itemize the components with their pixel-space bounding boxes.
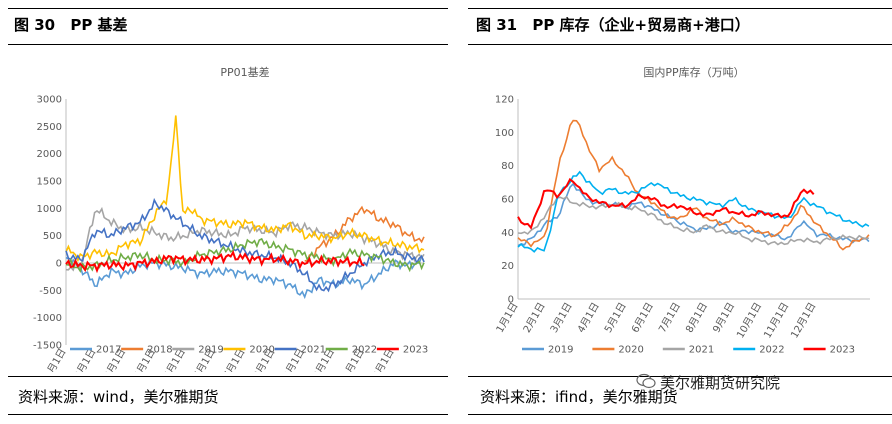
y-tick-label: -500: [39, 286, 62, 297]
legend-label: 2020: [618, 345, 643, 356]
y-tick-label: 500: [43, 231, 62, 242]
y-tick-label: -1500: [33, 341, 62, 352]
chart-title: 国内PP库存（万吨）: [643, 65, 744, 79]
footer-rule-top: [468, 376, 892, 377]
y-tick-label: 2500: [37, 122, 62, 133]
y-tick-label: 100: [495, 128, 514, 139]
y-tick-label: 80: [501, 161, 514, 172]
x-tick-label: 5月1日: [602, 301, 629, 335]
chart-title: PP01基差: [220, 65, 269, 79]
x-tick-label: 1月1日: [494, 301, 521, 335]
y-tick-label: 1000: [37, 204, 62, 215]
y-tick-label: 0: [56, 259, 62, 270]
legend-label: 2020: [249, 345, 274, 356]
y-tick-label: 0: [508, 295, 514, 306]
series-line-2022: [517, 170, 870, 253]
y-tick-label: 60: [501, 195, 514, 206]
series-line-2022: [65, 237, 425, 274]
x-tick-label: 2月1日: [521, 301, 548, 335]
header-rule: [8, 44, 448, 45]
legend-label: 2021: [301, 345, 326, 356]
figure-number: 图 31: [476, 16, 518, 34]
figure-30-panel: 图 30 PP 基差 PP01基差 3000 2500 2000 1500 1000 500…: [8, 8, 448, 415]
x-tick-label: 6月1日: [629, 301, 656, 335]
series-line-2020: [65, 115, 425, 263]
legend-label: 2019: [198, 345, 223, 356]
figure-title: PP 基差: [70, 16, 128, 34]
y-tick-label: 20: [501, 261, 514, 272]
figure-source: 资料来源：ifind，美尔雅期货: [480, 388, 678, 406]
y-tick-label: 40: [501, 228, 514, 239]
watermark-text: 美尔雅期货研究院: [660, 374, 781, 392]
legend-label: 2023: [403, 345, 428, 356]
legend-label: 2018: [147, 345, 172, 356]
x-tick-label: 7月1日: [656, 301, 683, 335]
x-tick-label: 10月1日: [734, 301, 764, 341]
legend-label: 2021: [689, 345, 714, 356]
figure-header: 图 30 PP 基差: [14, 14, 128, 35]
y-tick-label: 3000: [37, 95, 62, 106]
y-tick-label: 1500: [37, 177, 62, 188]
top-rule: [8, 8, 448, 9]
figure-title: PP 库存（企业+贸易商+港口）: [532, 16, 750, 34]
legend-label: 2022: [352, 345, 377, 356]
header-rule: [468, 44, 892, 45]
series-line-2017: [65, 254, 425, 300]
footer-rule-bottom: [468, 414, 892, 415]
legend-label: 2022: [759, 345, 784, 356]
x-tick-label: 8月1日: [683, 301, 710, 335]
x-tick-label: 2月1日: [72, 347, 99, 373]
figure-31-panel: 图 31 PP 库存（企业+贸易商+港口） 国内PP库存（万吨） 120 100 80…: [462, 0, 892, 424]
x-tick-label: 12月1日: [789, 301, 819, 341]
y-tick-label: 120: [495, 95, 514, 106]
wechat-logo-icon: [636, 373, 656, 389]
series-line-2019: [517, 182, 870, 247]
series-line-2021: [65, 197, 425, 293]
x-tick-label: 3月1日: [548, 301, 575, 335]
footer-rule-top: [8, 376, 448, 377]
footer-rule-bottom: [8, 414, 448, 415]
series-line-2023: [517, 177, 815, 230]
x-tick-label: 11月1日: [761, 301, 791, 341]
y-tick-label: -1000: [33, 313, 62, 324]
y-tick-label: 2000: [37, 149, 62, 160]
legend-label: 2023: [830, 345, 855, 356]
figure-header: 图 31 PP 库存（企业+贸易商+港口）: [476, 14, 750, 35]
series-line-2023: [65, 250, 365, 274]
legend-label: 2017: [96, 345, 121, 356]
basis-chart: PP01基差 3000 2500 2000 1500 1000 500 0 -500 -1000 -…: [33, 65, 428, 373]
x-tick-label: 4月1日: [575, 301, 602, 335]
series-line-2018: [304, 205, 425, 263]
legend-label: 2019: [548, 345, 573, 356]
x-tick-label: 9月1日: [710, 301, 737, 335]
x-tick-label: 7月1日: [221, 347, 248, 373]
figure-number: 图 30: [14, 16, 56, 34]
series-line-2020: [517, 119, 870, 251]
top-rule: [468, 8, 892, 9]
series-line-2021: [517, 195, 869, 246]
figure-source: 资料来源：wind，美尔雅期货: [18, 388, 219, 406]
